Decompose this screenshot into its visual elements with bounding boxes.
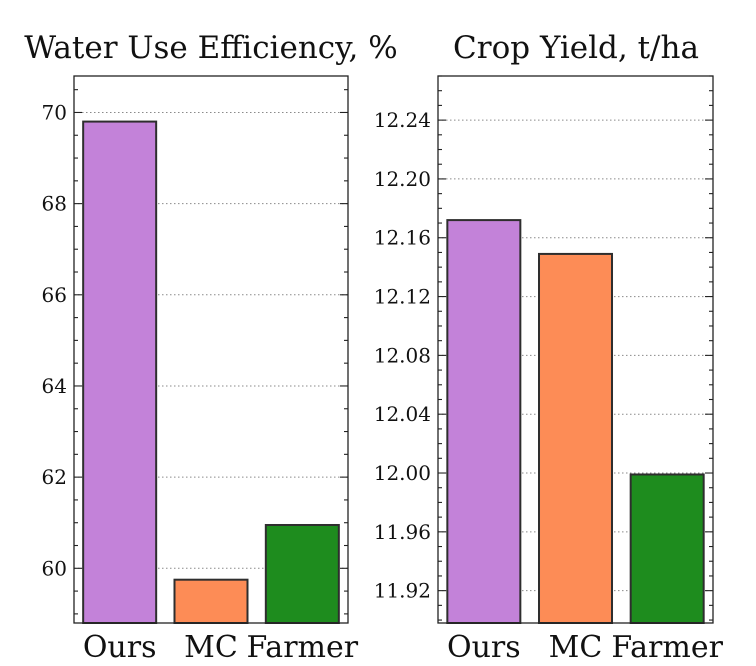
x-category-label: MC [184, 630, 238, 665]
y-tick-label: 70 [42, 100, 67, 124]
x-category-label: Farmer [611, 630, 723, 665]
bar-ours [446, 219, 522, 625]
plot-frame [437, 75, 714, 624]
bar-ours [82, 120, 158, 624]
bar-mc [173, 578, 249, 625]
y-tick-label: 12.04 [374, 402, 431, 426]
chart-title: Water Use Efficiency, % [24, 30, 397, 66]
y-tick-label: 66 [42, 283, 67, 307]
bar-mc [538, 252, 614, 624]
bar-farmer [264, 523, 340, 625]
x-category-label: Farmer [247, 630, 359, 665]
chart-title: Crop Yield, t/ha [453, 30, 699, 66]
chart-water-use-efficiency: Water Use Efficiency, % 60 62 64 66 68 70 Ours… [24, 30, 397, 665]
y-tick-label: 11.96 [374, 520, 431, 544]
y-tick-label: 12.00 [374, 461, 431, 485]
bar-farmer [629, 473, 705, 625]
y-tick-label: 60 [42, 556, 67, 580]
y-tick-label: 12.12 [374, 285, 431, 309]
y-tick-label: 12.24 [374, 108, 431, 132]
chart-crop-yield: Crop Yield, t/ha 11.92 11.96 12.00 12.04 12.… [374, 30, 724, 665]
y-tick-label: 64 [42, 374, 67, 398]
y-tick-label: 12.20 [374, 167, 431, 191]
x-category-label: Ours [447, 630, 521, 665]
y-tick-label: 12.16 [374, 226, 431, 250]
x-category-label: Ours [83, 630, 157, 665]
y-tick-label: 12.08 [374, 343, 431, 367]
y-tick-label: 68 [42, 192, 67, 216]
plot-frame [73, 75, 349, 624]
x-category-label: MC [549, 630, 603, 665]
y-tick-label: 11.92 [374, 579, 431, 603]
y-tick-label: 62 [42, 465, 67, 489]
